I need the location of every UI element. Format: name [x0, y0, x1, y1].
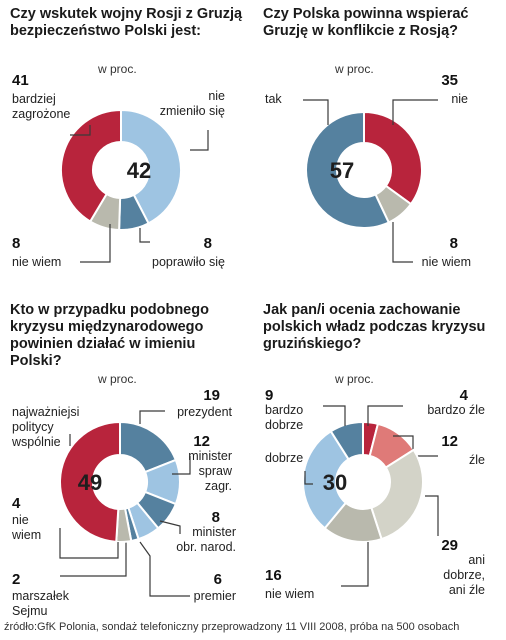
chart-1-label-2: poprawiło się — [152, 255, 225, 269]
chart-4-label-3: ani dobrze, ani źle — [443, 553, 485, 597]
chart-2-leader-1 — [392, 99, 438, 125]
chart-4-leader-3 — [425, 495, 439, 536]
chart-1-value-4: 41 — [12, 72, 29, 89]
chart-4-label-5: dobrze — [265, 451, 303, 465]
unit-label-2: w proc. — [335, 62, 374, 76]
chart-1-leader-2 — [139, 228, 150, 243]
chart-4-leader-1 — [367, 405, 403, 426]
chart-3-label-2: minister spraw zagr. — [188, 449, 233, 493]
chart-1-label-4: bardziej zagrożone — [12, 92, 70, 121]
chart-1-value-3: 8 — [12, 235, 20, 252]
chart-4-value-1: 4 — [460, 387, 469, 404]
chart-1-center-value: 42 — [127, 158, 151, 183]
chart-4-label-6: bardzo dobrze — [265, 403, 303, 432]
chart-1-leader-1 — [190, 130, 209, 151]
chart-3-leader-1 — [139, 410, 165, 424]
chart-3-label-3: minister obr. narod. — [176, 525, 236, 554]
chart-2-center-value: 57 — [330, 158, 354, 183]
chart-title-2: Czy Polska powinna wspierać Gruzję w kon… — [263, 6, 469, 39]
chart-3-value-4: 6 — [214, 571, 222, 588]
chart-panel-1: Czy wskutek wojny Rosji z Gruzją bezpiec… — [0, 0, 250, 300]
chart-2-leader-2 — [392, 222, 413, 263]
chart-2-label-2: nie wiem — [422, 255, 471, 269]
chart-3-center-value: 49 — [78, 470, 102, 495]
donut-chart-1: nie zmieniło się 8 poprawiło się 8 nie wiem 41… — [12, 72, 225, 269]
chart-2-label-1: nie — [451, 92, 468, 106]
chart-1-slice-1 — [120, 108, 182, 225]
chart-3-label-5: marszałek Sejmu — [12, 589, 70, 618]
chart-2-label-3: tak — [265, 92, 282, 106]
chart-4-center-value: 30 — [323, 470, 347, 495]
chart-4-value-6: 9 — [265, 387, 273, 404]
chart-3-value-3: 8 — [212, 509, 220, 526]
chart-3-label-7: najważniejsi politycy wspólnie — [11, 405, 79, 449]
chart-panel-3: Kto w przypadku podobnego kryzysu między… — [0, 296, 250, 618]
chart-4-label-2: źle — [469, 453, 485, 467]
chart-1-label-3: nie wiem — [12, 255, 61, 269]
chart-3-leader-3 — [159, 520, 181, 534]
chart-3-leader-5 — [60, 542, 127, 577]
chart-3-leader-6 — [59, 528, 119, 559]
chart-3-value-1: 19 — [203, 387, 220, 404]
chart-4-slice-5 — [302, 429, 350, 530]
chart-2-slice-1 — [363, 110, 423, 206]
chart-3-label-1: prezydent — [177, 405, 232, 419]
chart-4-value-3: 29 — [441, 537, 458, 554]
chart-3-value-6: 4 — [12, 495, 21, 512]
chart-3-label-4: premier — [194, 589, 236, 603]
source-note: źródło:GfK Polonia, sondaż telefoniczny … — [4, 621, 460, 633]
chart-3-value-5: 2 — [12, 571, 20, 588]
chart-4-leader-6 — [323, 405, 346, 426]
chart-2-value-2: 8 — [450, 235, 458, 252]
chart-3-slice-7 — [59, 420, 121, 543]
chart-panel-4: Jak pan/i ocenia zachowanie polskich wła… — [253, 296, 503, 601]
chart-4-slice-6 — [329, 420, 364, 461]
unit-label-1: w proc. — [98, 62, 137, 76]
chart-title-1: Czy wskutek wojny Rosji z Gruzją bezpiec… — [10, 6, 243, 39]
chart-3-label-6: nie wiem — [11, 513, 41, 542]
chart-1-value-2: 8 — [204, 235, 212, 252]
chart-4-label-4: nie wiem — [265, 587, 314, 601]
chart-title-4: Jak pan/i ocenia zachowanie polskich wła… — [263, 302, 486, 352]
chart-1-label-1: nie zmieniło się — [160, 89, 225, 118]
chart-4-value-4: 16 — [265, 567, 282, 584]
donut-chart-2: 35 nie 8 nie wiem tak 57 — [265, 72, 471, 269]
chart-4-slice-3 — [370, 448, 424, 541]
chart-1-leader-4 — [70, 125, 91, 136]
chart-title-3: Kto w przypadku podobnego kryzysu między… — [10, 302, 209, 369]
unit-label-3: w proc. — [98, 372, 137, 386]
chart-4-value-2: 12 — [441, 433, 458, 450]
chart-3-leader-4 — [139, 541, 190, 597]
chart-2-slice-3 — [305, 110, 391, 229]
chart-2-leader-3 — [303, 99, 329, 125]
chart-3-value-2: 12 — [193, 433, 210, 450]
chart-3-leader-2 — [172, 456, 191, 475]
chart-4-leader-4 — [341, 542, 369, 587]
chart-1-slice-4 — [60, 108, 122, 223]
chart-4-label-1: bardzo źle — [427, 403, 485, 417]
chart-4-leader-5 — [304, 471, 313, 485]
chart-1-leader-3 — [80, 224, 111, 263]
chart-4-leader-2 — [393, 435, 438, 457]
unit-label-4: w proc. — [335, 372, 374, 386]
chart-panel-2: Czy Polska powinna wspierać Gruzję w kon… — [253, 0, 503, 300]
chart-2-value-1: 35 — [441, 72, 458, 89]
